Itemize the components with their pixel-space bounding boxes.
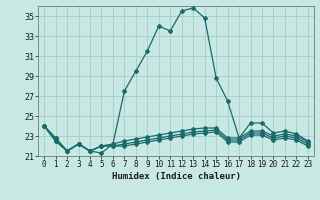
X-axis label: Humidex (Indice chaleur): Humidex (Indice chaleur) — [111, 172, 241, 181]
